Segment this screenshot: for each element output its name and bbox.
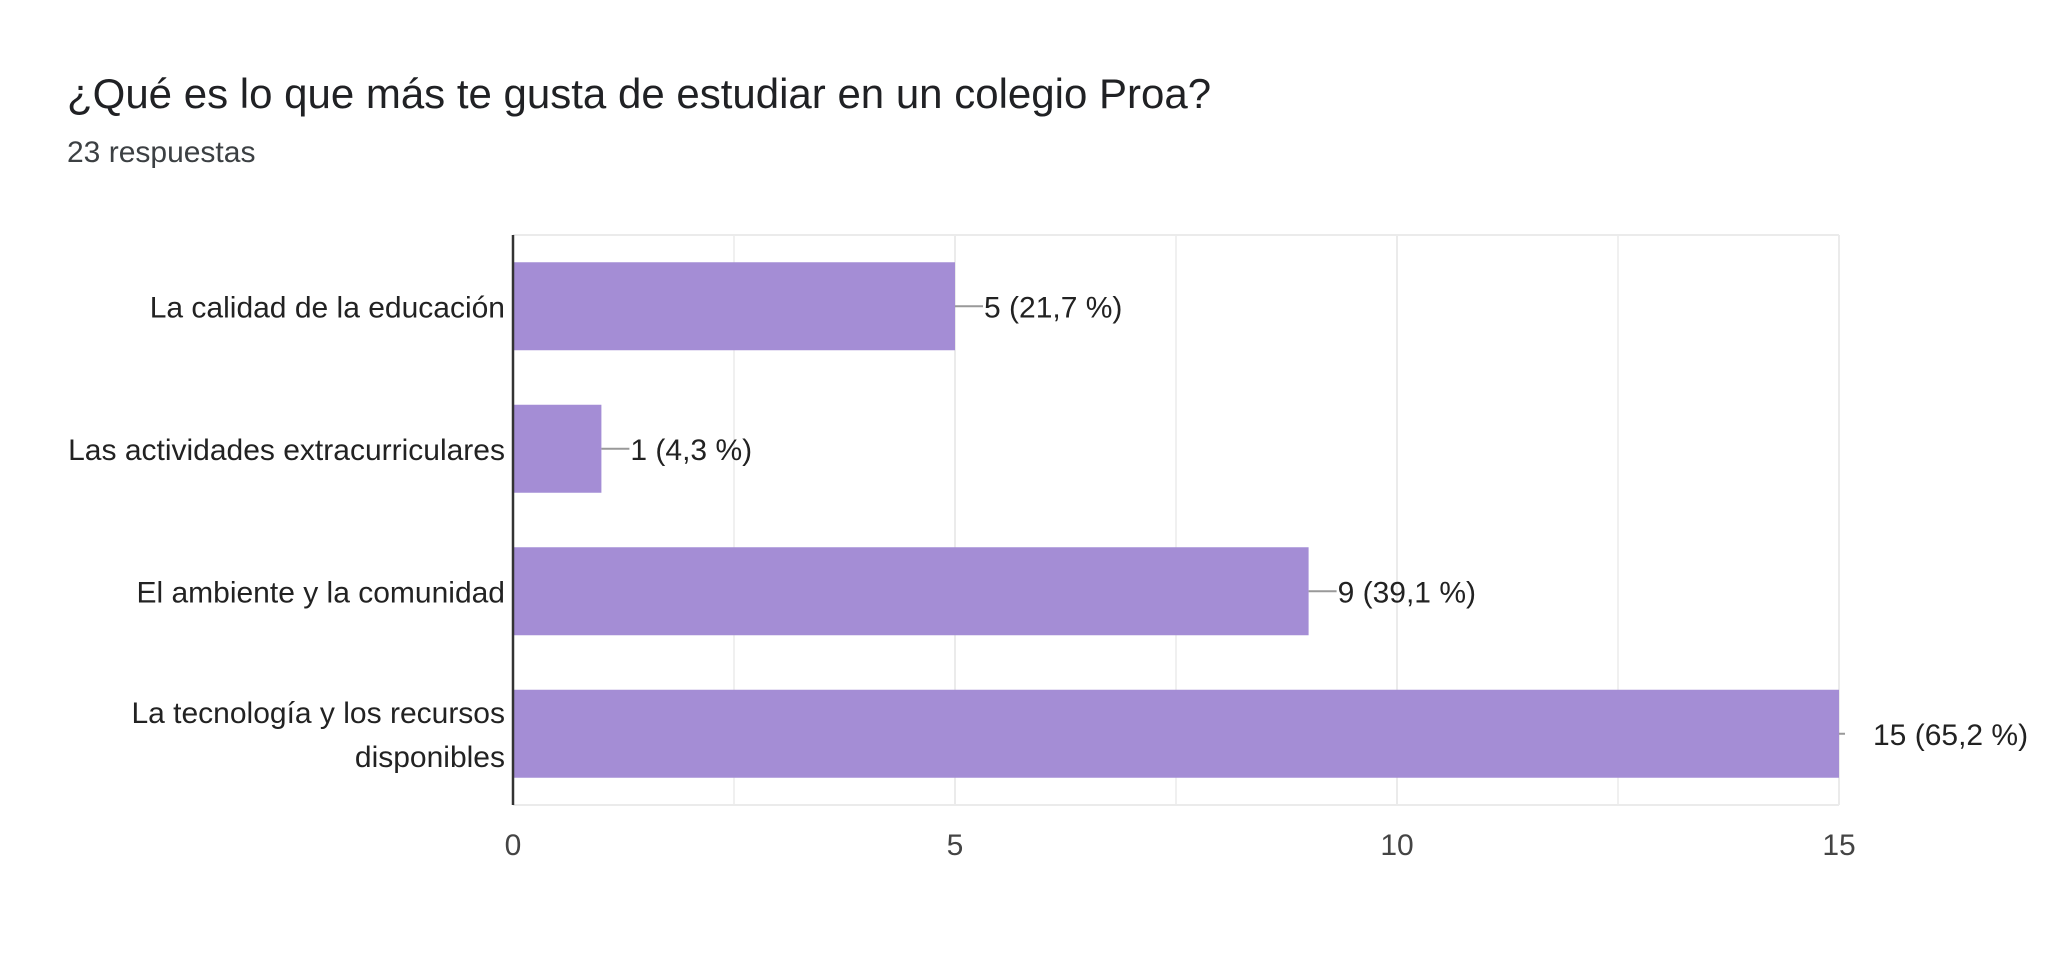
x-tick-label-1: 5 xyxy=(947,829,964,862)
labels: 5 (21,7 %) La calidad de la educación 1 (4… xyxy=(68,291,2028,774)
category-label-0: La calidad de la educación xyxy=(150,291,505,324)
category-label-1: Las actividades extracurriculares xyxy=(68,434,505,467)
category-label-3-line-1: disponibles xyxy=(355,741,505,774)
bar-2 xyxy=(513,547,1309,636)
data-label-3: 15 (65,2 %) xyxy=(1873,719,2028,752)
response-count: 23 respuestas xyxy=(67,136,256,169)
bar-1 xyxy=(513,404,602,493)
bar-0 xyxy=(513,262,955,351)
axes: 0 5 10 15 xyxy=(505,235,1856,862)
data-label-2: 9 (39,1 %) xyxy=(1338,576,1476,609)
x-tick-label-2: 10 xyxy=(1380,829,1413,862)
data-label-1: 1 (4,3 %) xyxy=(630,434,752,467)
bar-3 xyxy=(513,689,1839,778)
x-tick-label-0: 0 xyxy=(505,829,522,862)
data-label-0: 5 (21,7 %) xyxy=(984,291,1122,324)
category-label-3-line-0: La tecnología y los recursos xyxy=(131,697,505,730)
question-title: ¿Qué es lo que más te gusta de estudiar … xyxy=(67,70,1212,117)
bars xyxy=(513,262,1839,778)
category-label-2: El ambiente y la comunidad xyxy=(136,576,505,609)
x-tick-label-3: 15 xyxy=(1822,829,1855,862)
